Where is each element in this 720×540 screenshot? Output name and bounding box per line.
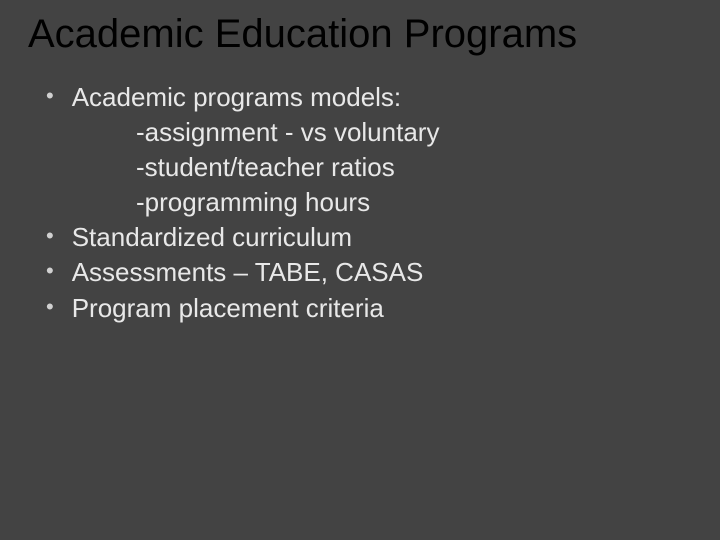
sub-item: -student/teacher ratios [46,150,692,185]
bullet-item: • Assessments – TABE, CASAS [46,255,692,290]
bullet-text: Program placement criteria [72,291,384,326]
bullet-icon: • [46,220,54,252]
bullet-item: • Standardized curriculum [46,220,692,255]
slide-content: • Academic programs models: -assignment … [28,80,692,326]
sub-item: -assignment - vs voluntary [46,115,692,150]
sub-item: -programming hours [46,185,692,220]
bullet-item: • Academic programs models: [46,80,692,115]
bullet-text: Assessments – TABE, CASAS [72,255,424,290]
bullet-item: • Program placement criteria [46,291,692,326]
bullet-icon: • [46,255,54,287]
slide-container: Academic Education Programs • Academic p… [0,0,720,540]
bullet-text: Standardized curriculum [72,220,352,255]
bullet-icon: • [46,80,54,112]
bullet-icon: • [46,291,54,323]
slide-title: Academic Education Programs [28,12,692,56]
bullet-text: Academic programs models: [72,80,401,115]
